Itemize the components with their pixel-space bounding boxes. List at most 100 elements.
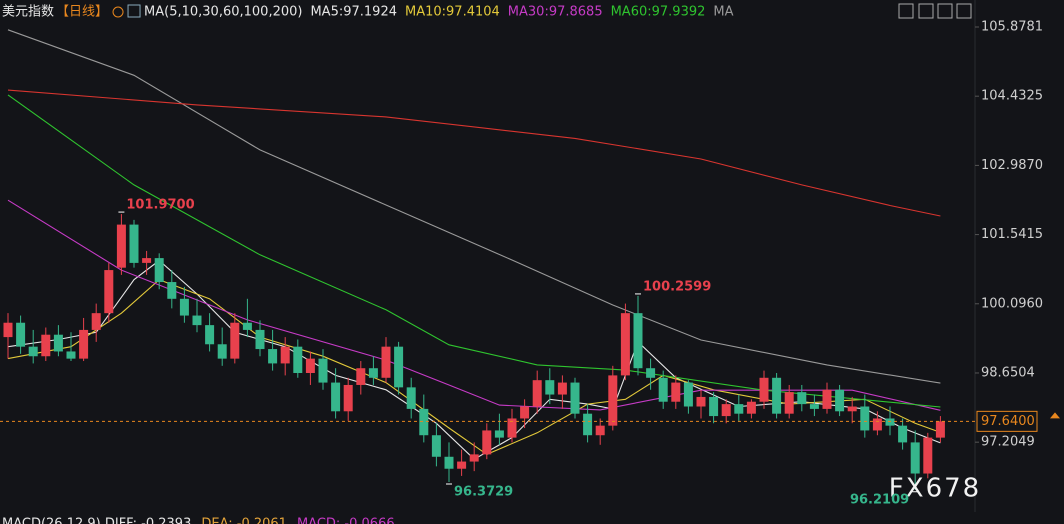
- y-tick-label: 102.9870: [981, 158, 1043, 173]
- candle-body: [885, 418, 895, 426]
- candle-body: [494, 430, 504, 438]
- candle-body: [356, 368, 366, 385]
- indicator-readout: DEA: -0.2061: [201, 517, 287, 524]
- candle-body: [457, 461, 467, 469]
- candle-body: [305, 358, 315, 373]
- candle-body: [671, 382, 681, 402]
- candle-body: [192, 315, 202, 326]
- candle-body: [595, 425, 605, 436]
- ma-line: [7, 29, 941, 384]
- ma-line: [7, 94, 941, 408]
- last-price-label: 97.6400: [981, 414, 1035, 429]
- candle-body: [784, 392, 794, 414]
- candle-body: [482, 430, 492, 455]
- candle-body: [734, 404, 744, 414]
- candle-body: [381, 346, 391, 378]
- icon[interactable]: [918, 3, 934, 19]
- candle-body: [91, 313, 101, 330]
- candle-body: [583, 413, 593, 436]
- candle-body: [570, 382, 580, 414]
- candle-body: [746, 401, 756, 414]
- candle-body: [129, 224, 139, 263]
- candle-body: [923, 437, 933, 474]
- period[interactable]: 【日线】: [56, 5, 108, 20]
- last-price-box: [976, 410, 1038, 432]
- legend-entry: MA30:97.8685: [508, 5, 603, 20]
- y-tick-label: 105.8781: [981, 19, 1043, 34]
- candle-body: [759, 377, 769, 402]
- candle-body: [406, 387, 416, 409]
- legend-entry: MA60:97.9392: [611, 5, 706, 20]
- candle-body: [53, 334, 63, 352]
- candle-body: [910, 442, 920, 474]
- candle-body: [167, 282, 177, 299]
- candle-body: [419, 408, 429, 436]
- toolbar-icons[interactable]: [898, 3, 972, 19]
- icon[interactable]: [956, 3, 972, 19]
- candle-body: [520, 406, 530, 419]
- icon: [112, 6, 124, 18]
- legend-entry: MA5:97.1924: [310, 5, 397, 20]
- legend-entry: MA10:97.4104: [405, 5, 500, 20]
- candle-body: [66, 351, 76, 359]
- candle-body: [469, 454, 479, 462]
- candle-body: [280, 346, 290, 364]
- candle-body: [41, 334, 51, 357]
- candle-body: [331, 382, 341, 412]
- candle-body: [658, 377, 668, 402]
- plot: [3, 29, 945, 490]
- candle-body: [154, 258, 164, 283]
- candle-body: [142, 258, 152, 263]
- candle-body: [205, 325, 215, 345]
- candle-body: [3, 322, 13, 338]
- candle-body: [545, 380, 555, 395]
- annotation: 96.3729: [454, 485, 513, 500]
- candle-body: [860, 406, 870, 431]
- candle-body: [935, 421, 945, 438]
- candle-body: [116, 224, 126, 268]
- candle-body: [847, 406, 857, 412]
- icon[interactable]: [937, 3, 953, 19]
- candle-body: [696, 396, 706, 407]
- candle-body: [646, 368, 656, 378]
- candle-body: [872, 418, 882, 431]
- indicator[interactable]: MA(5,10,30,60,100,200): [144, 5, 302, 20]
- watermark: FX678: [889, 474, 981, 504]
- candle-body: [822, 389, 832, 409]
- candle-body: [835, 389, 845, 412]
- legend-entry: MA: [713, 5, 733, 20]
- candle-body: [217, 344, 227, 359]
- candle-body: [608, 375, 618, 426]
- candle-body: [709, 396, 719, 417]
- candle-body: [772, 377, 782, 414]
- candle-body: [79, 329, 89, 359]
- indicator-readout: MACD: -0.0666: [297, 517, 395, 524]
- y-tick-label: 101.5415: [981, 227, 1043, 242]
- icon: [127, 4, 141, 18]
- candle-body: [683, 382, 693, 407]
- candle-body: [28, 346, 38, 357]
- candle-body: [620, 313, 630, 376]
- candle-body: [809, 404, 819, 409]
- indicator-readout: MACD(26,12,9) DIFF: -0.2393: [2, 517, 191, 524]
- candle-body: [318, 358, 328, 383]
- candle-body: [633, 313, 643, 369]
- candle-body: [431, 435, 441, 457]
- icon[interactable]: [898, 3, 914, 19]
- candle-body: [242, 322, 252, 330]
- candle-body: [268, 349, 278, 364]
- candle-body: [721, 404, 731, 417]
- candle-body: [557, 382, 567, 395]
- chart-title: 美元指数: [2, 5, 54, 20]
- last-price-arrow: [1050, 412, 1060, 419]
- candle-body: [255, 329, 265, 350]
- y-tick-label: 98.6504: [981, 365, 1035, 380]
- candle-body: [507, 418, 517, 438]
- candle-body: [797, 392, 807, 405]
- candle-body: [179, 298, 189, 316]
- candle-body: [104, 270, 114, 314]
- candle-body: [898, 425, 908, 443]
- candle-body: [293, 346, 303, 373]
